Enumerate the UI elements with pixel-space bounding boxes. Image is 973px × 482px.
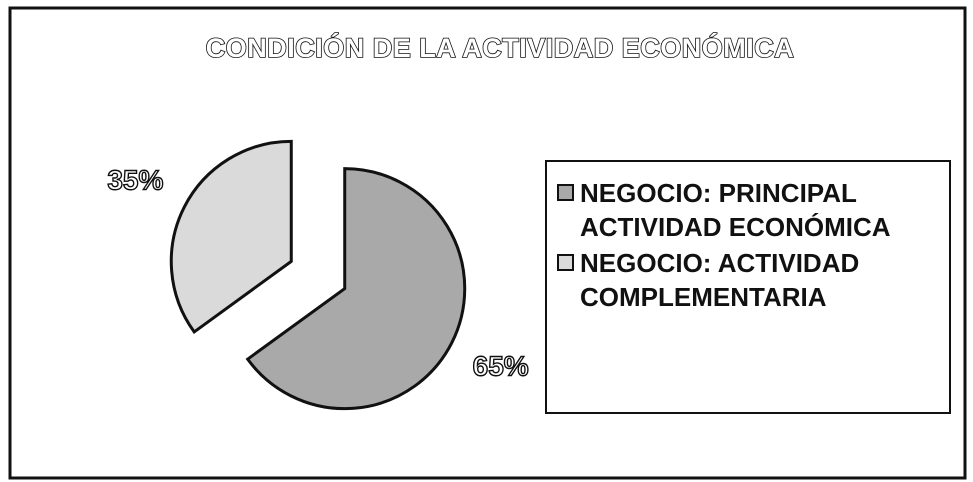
legend-label: NEGOCIO: PRINCIPAL ACTIVIDAD ECONÓMICA bbox=[580, 178, 891, 242]
chart-title: CONDICIÓN DE LA ACTIVIDAD ECONÓMICA bbox=[206, 32, 795, 63]
legend: NEGOCIO: PRINCIPAL ACTIVIDAD ECONÓMICA NE… bbox=[545, 160, 951, 414]
legend-swatch bbox=[557, 184, 574, 201]
legend-swatch bbox=[557, 254, 574, 271]
legend-item: NEGOCIO: ACTIVIDAD COMPLEMENTARIA bbox=[557, 246, 941, 314]
pie-slice bbox=[169, 139, 293, 335]
data-label: 35% bbox=[107, 164, 163, 195]
data-label: 65% bbox=[473, 350, 529, 381]
frame bbox=[8, 6, 967, 480]
legend-item: NEGOCIO: PRINCIPAL ACTIVIDAD ECONÓMICA bbox=[557, 176, 941, 244]
legend-label: NEGOCIO: ACTIVIDAD COMPLEMENTARIA bbox=[580, 248, 860, 312]
pie-slice bbox=[245, 167, 467, 411]
